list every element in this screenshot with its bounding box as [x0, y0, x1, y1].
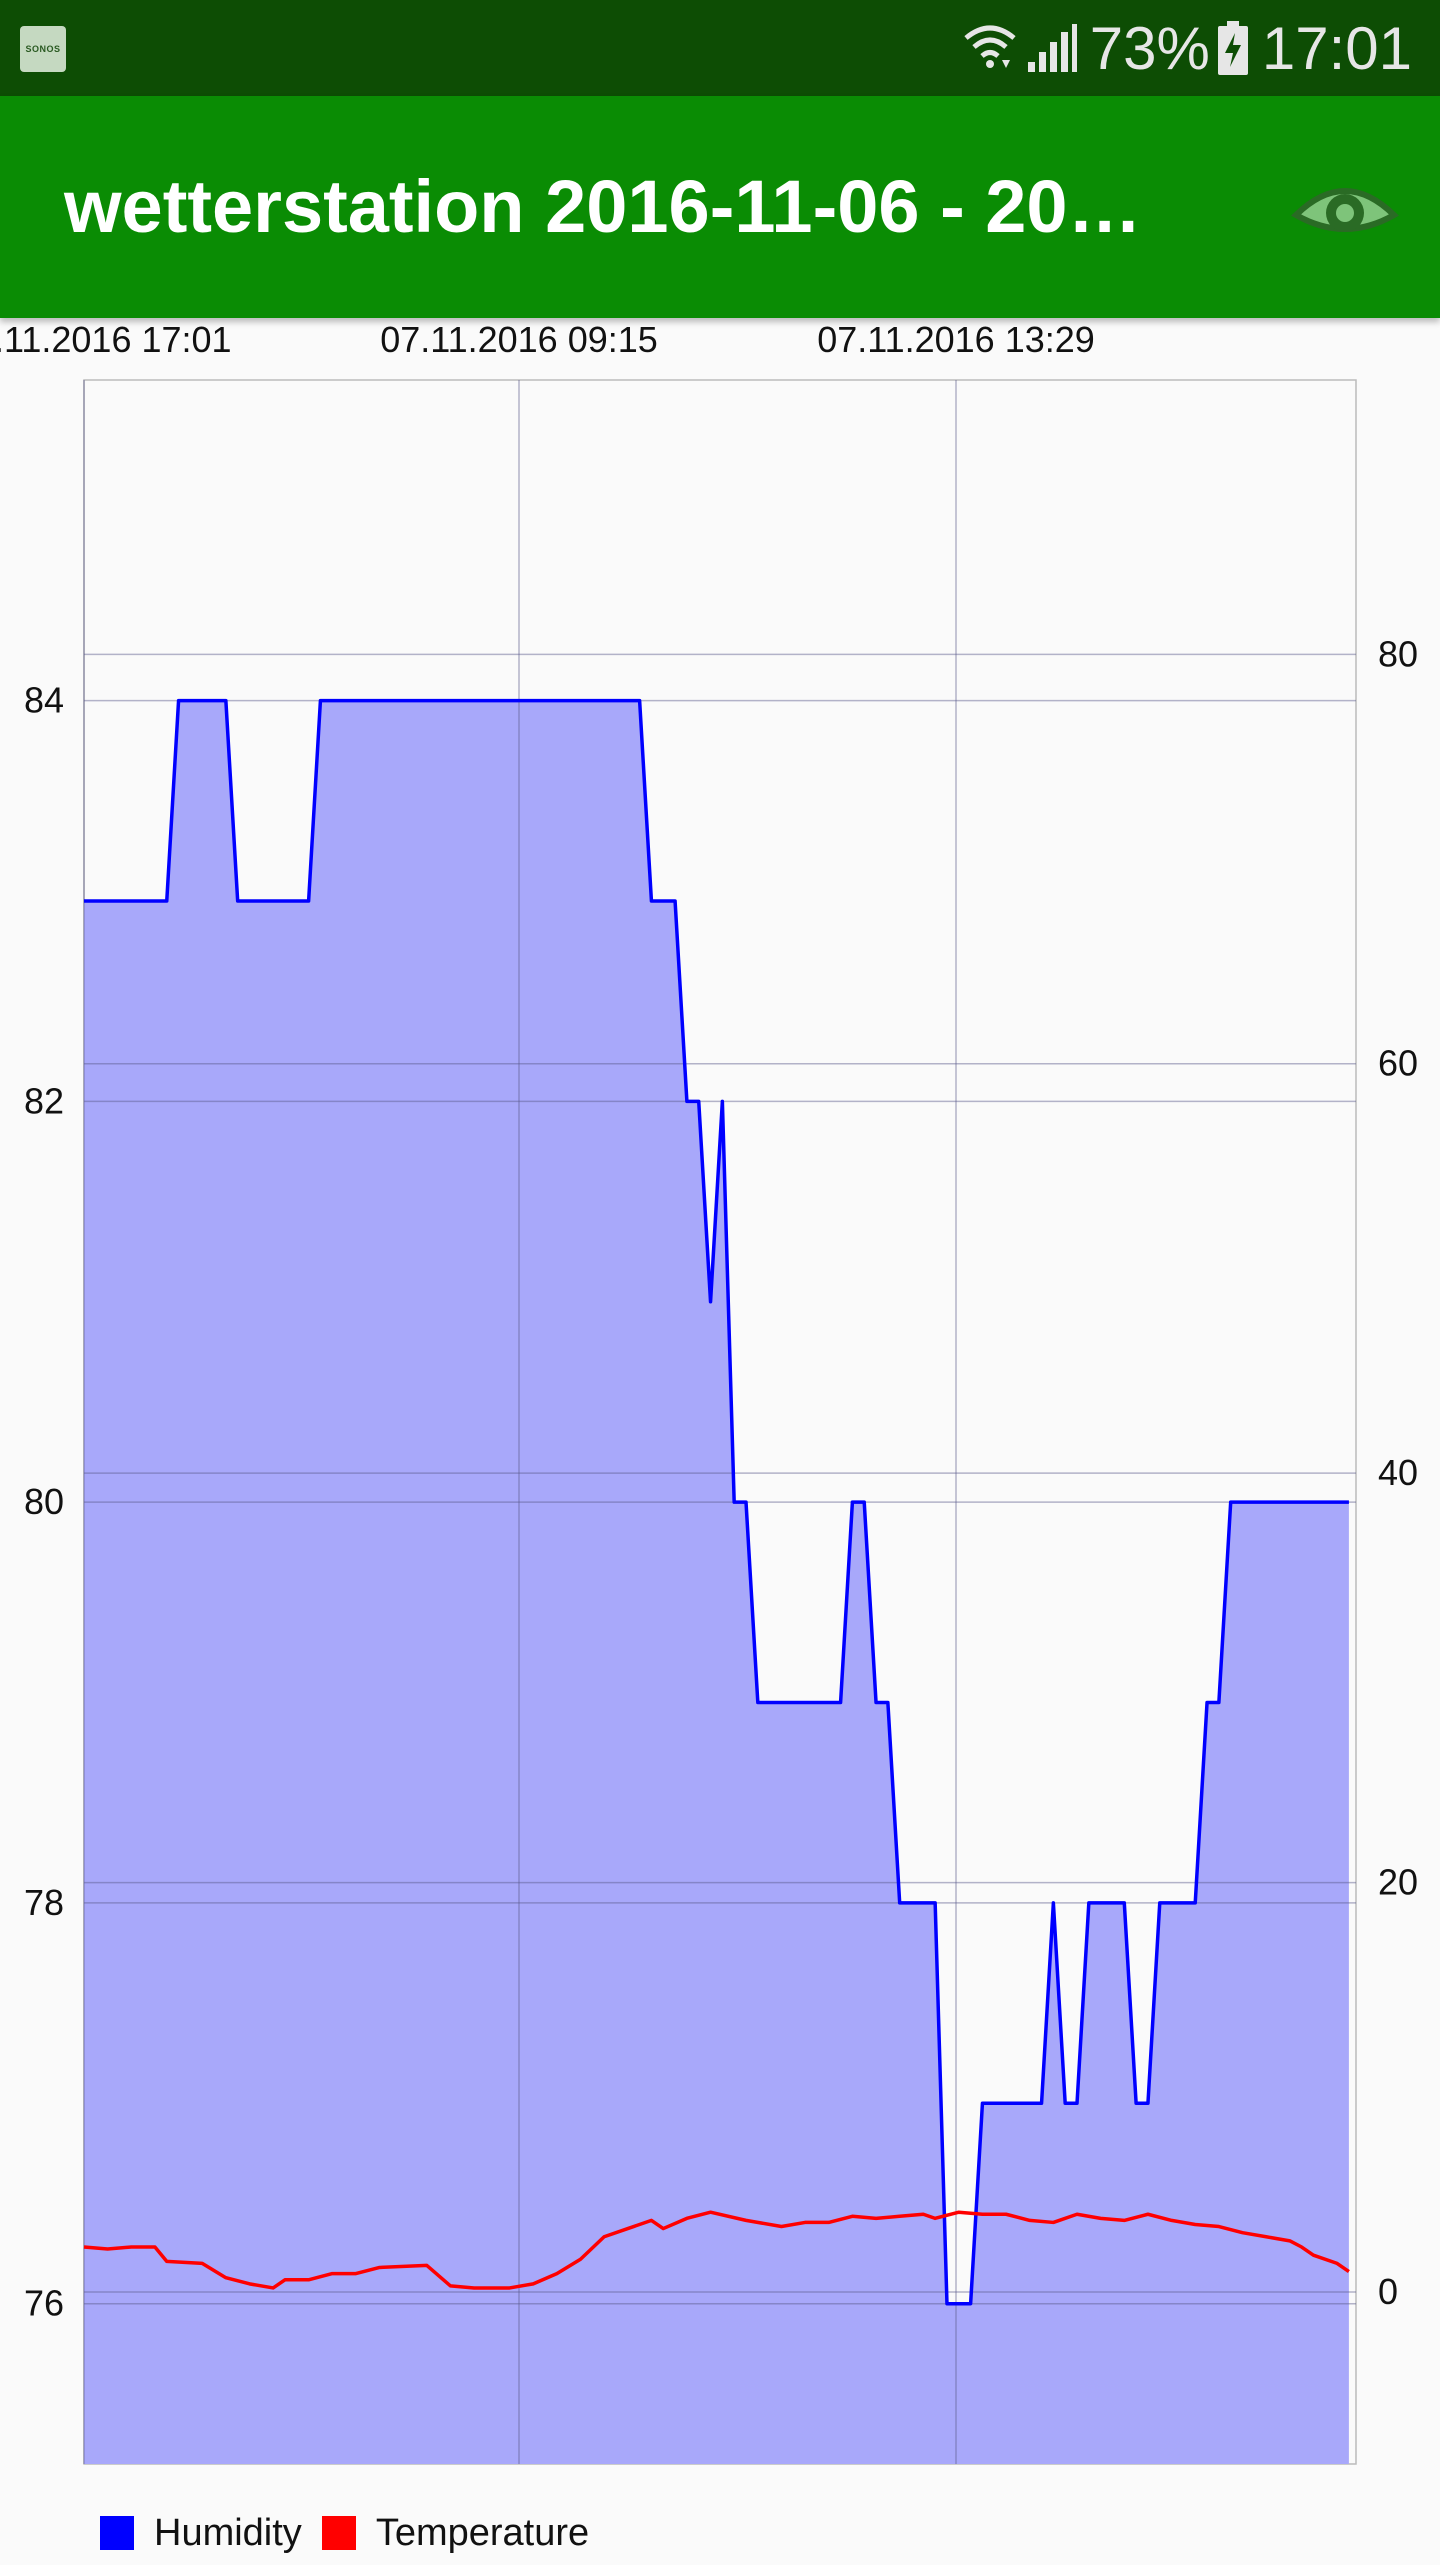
- left-axis-tick-label: 82: [24, 1080, 64, 1121]
- legend-label-temperature: Temperature: [376, 2512, 589, 2555]
- left-axis-tick-label: 76: [24, 2283, 64, 2324]
- x-axis-tick-label: 07.11.2016 13:29: [817, 319, 1095, 360]
- weather-chart: 76 78 80 82 84 0 20 40 60 80 .11.2016 17:01 07.11.2…: [0, 318, 1440, 2560]
- legend-item-temperature: Temperature: [322, 2512, 589, 2555]
- right-axis-tick-label: 20: [1378, 1862, 1418, 1903]
- legend-item-humidity: Humidity: [100, 2512, 302, 2555]
- left-axis-tick-label: 80: [24, 1481, 64, 1522]
- battery-percent: 73%: [1090, 14, 1210, 83]
- legend-label-humidity: Humidity: [154, 2512, 302, 2555]
- left-axis-tick-label: 84: [24, 680, 64, 721]
- humidity-swatch: [100, 2516, 134, 2550]
- left-axis-tick-label: 78: [24, 1882, 64, 1923]
- app-bar-title: wetterstation 2016-11-06 - 20…: [64, 96, 1142, 318]
- wifi-icon: [962, 20, 1018, 76]
- signal-icon: [1026, 22, 1078, 74]
- eye-icon[interactable]: [1290, 177, 1400, 247]
- right-axis-tick-label: 60: [1378, 1043, 1418, 1084]
- right-axis-tick-label: 80: [1378, 633, 1418, 674]
- battery-charging-icon: [1218, 21, 1248, 75]
- chart-legend: Humidity Temperature: [100, 2508, 609, 2558]
- chart-area: 76 78 80 82 84 0 20 40 60 80 .11.2016 17:01 07.11.2…: [0, 318, 1440, 2560]
- right-axis-tick-label: 0: [1378, 2271, 1398, 2312]
- clock: 17:01: [1262, 14, 1412, 83]
- x-axis-tick-label: 07.11.2016 09:15: [380, 319, 658, 360]
- sonos-app-icon: SONOS: [20, 26, 66, 72]
- x-axis-tick-label: .11.2016 17:01: [0, 319, 232, 360]
- status-bar: SONOS 73%: [0, 0, 1440, 96]
- app-bar: wetterstation 2016-11-06 - 20…: [0, 96, 1440, 318]
- status-indicators: 73% 17:01: [962, 10, 1412, 86]
- right-axis-tick-label: 40: [1378, 1452, 1418, 1493]
- temperature-swatch: [322, 2516, 356, 2550]
